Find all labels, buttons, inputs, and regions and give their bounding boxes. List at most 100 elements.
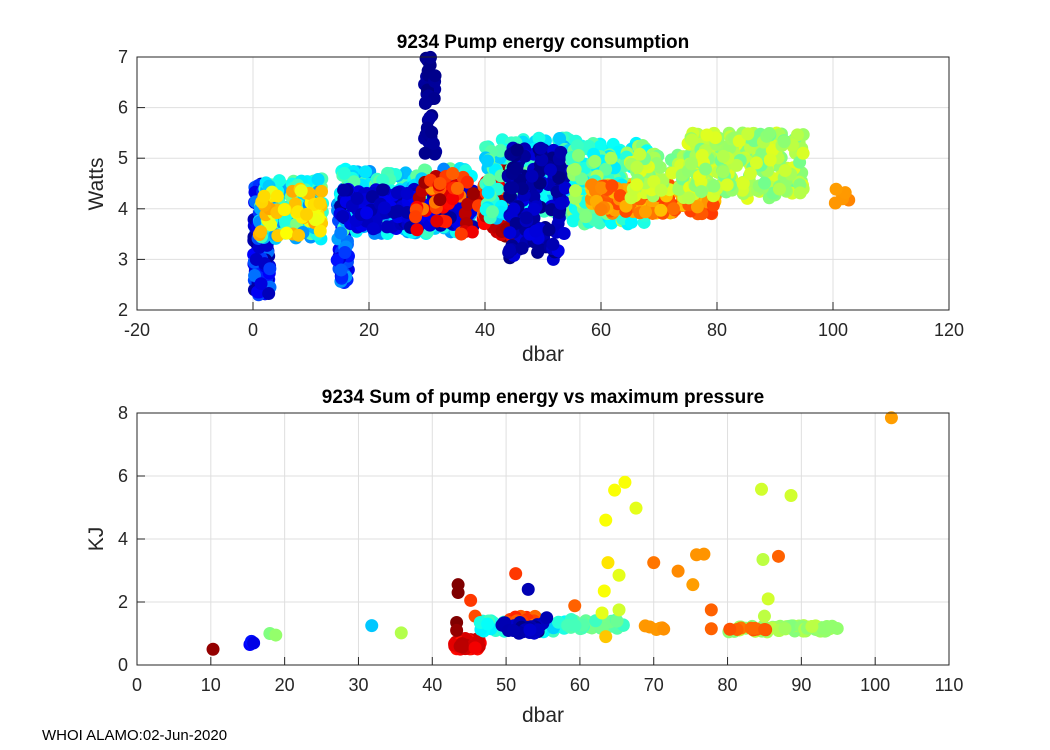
data-point — [601, 556, 615, 570]
chart-title: 9234 Pump energy consumption — [397, 32, 689, 53]
data-point — [762, 126, 776, 140]
data-point — [247, 636, 261, 650]
data-point — [409, 210, 423, 224]
data-point — [300, 207, 314, 221]
data-point — [706, 198, 720, 212]
data-point — [595, 181, 609, 195]
data-point — [552, 171, 566, 185]
x-tick-label: 0 — [132, 675, 142, 695]
x-tick-label: 60 — [591, 320, 611, 340]
data-point — [527, 190, 541, 204]
data-point — [704, 603, 718, 617]
data-point — [638, 205, 652, 219]
data-point — [749, 156, 763, 170]
data-point — [515, 241, 529, 255]
data-point — [272, 174, 286, 188]
data-point — [540, 611, 554, 625]
data-point — [257, 189, 271, 203]
data-point — [315, 184, 329, 198]
data-point — [743, 167, 757, 181]
data-point — [686, 578, 700, 592]
x-tick-label: 80 — [718, 675, 738, 695]
y-tick-label: 8 — [118, 403, 128, 423]
data-point — [527, 202, 541, 216]
data-point — [311, 173, 325, 187]
y-tick-label: 5 — [118, 148, 128, 168]
data-point — [206, 642, 220, 656]
data-points — [247, 50, 856, 302]
data-point — [546, 237, 560, 251]
data-point — [624, 215, 638, 229]
data-point — [313, 224, 327, 238]
data-point — [509, 567, 523, 581]
data-point — [270, 189, 284, 203]
data-point — [588, 154, 602, 168]
data-point — [698, 162, 712, 176]
data-point — [557, 226, 571, 240]
data-point — [481, 185, 495, 199]
data-point — [446, 192, 460, 206]
data-point — [534, 141, 548, 155]
data-point — [612, 568, 626, 582]
data-point — [682, 191, 696, 205]
x-axis-label: dbar — [522, 704, 564, 727]
x-tick-label: 80 — [707, 320, 727, 340]
data-point — [720, 178, 734, 192]
x-tick-label: 110 — [935, 675, 964, 695]
data-point — [633, 147, 647, 161]
data-point — [433, 193, 447, 207]
data-point — [610, 614, 624, 628]
data-point — [757, 609, 771, 623]
data-point — [613, 189, 627, 203]
x-tick-label: 20 — [359, 320, 379, 340]
data-point — [377, 201, 391, 215]
x-tick-label: 100 — [818, 320, 848, 340]
data-point — [553, 132, 567, 146]
data-point — [568, 599, 582, 613]
x-tick-label: 60 — [570, 675, 590, 695]
data-point — [507, 202, 521, 216]
y-tick-label: 4 — [118, 199, 128, 219]
data-point — [744, 621, 758, 635]
data-point — [723, 622, 737, 636]
data-point — [390, 186, 404, 200]
data-point — [506, 624, 520, 638]
data-point — [380, 220, 394, 234]
data-point — [755, 482, 769, 496]
footer-stamp: WHOI ALAMO:02-Jun-2020 — [42, 727, 228, 744]
x-axis-label: dbar — [522, 343, 564, 366]
axes-box — [136, 56, 950, 311]
data-point — [630, 178, 644, 192]
x-tick-label: 70 — [644, 675, 664, 695]
data-point — [480, 154, 494, 168]
data-point — [793, 186, 807, 200]
data-point — [423, 111, 437, 125]
data-point — [685, 157, 699, 171]
y-axis-label: KJ — [85, 527, 108, 552]
tick-labels: 0 10 20 30 40 50 60 70 80 90 100 110 0 2 4 6 8 — [118, 403, 963, 695]
data-point — [672, 182, 686, 196]
data-point — [829, 182, 843, 196]
data-point — [665, 166, 679, 180]
data-point — [566, 214, 580, 228]
data-point — [254, 225, 268, 239]
y-tick-label: 4 — [118, 529, 128, 549]
data-point — [608, 483, 622, 497]
data-point — [294, 184, 308, 198]
data-point — [520, 211, 534, 225]
data-point — [280, 226, 294, 240]
data-point — [690, 200, 704, 214]
chart-title: 9234 Sum of pump energy vs maximum press… — [322, 387, 764, 408]
data-point — [482, 173, 496, 187]
data-point — [643, 620, 657, 634]
data-point — [376, 173, 390, 187]
data-point — [465, 225, 479, 239]
data-point — [292, 228, 306, 242]
data-point — [730, 158, 744, 172]
data-point — [612, 603, 626, 617]
data-point — [825, 619, 839, 633]
data-point — [595, 606, 609, 620]
data-point — [543, 163, 557, 177]
data-point — [599, 513, 613, 527]
